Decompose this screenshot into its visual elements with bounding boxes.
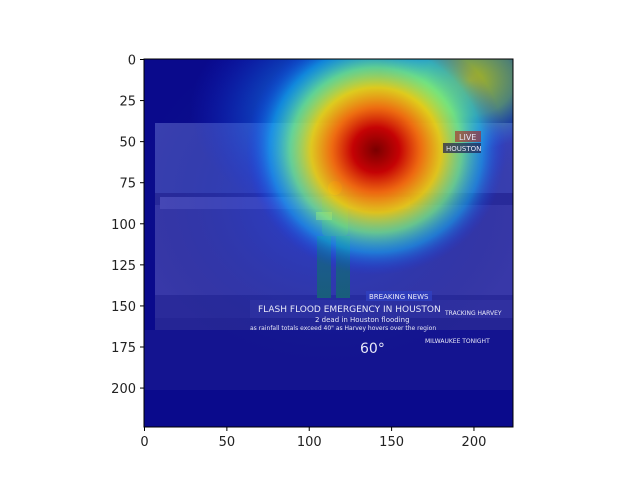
- hotspot: [246, 59, 506, 275]
- y-tick-label: 50: [119, 136, 136, 151]
- broadcast-text: LIVE HOUSTON BREAKING NEWS FLASH FLOOD E…: [250, 131, 502, 357]
- live-badge: LIVE: [459, 133, 476, 142]
- temperature: 60°: [360, 341, 385, 357]
- location-badge: HOUSTON: [446, 145, 481, 153]
- location-badge-bg: [443, 143, 481, 153]
- x-tick-label: 150: [379, 435, 404, 450]
- axes-frame: [143, 58, 514, 428]
- plot-area: LIVE HOUSTON BREAKING NEWS FLASH FLOOD E…: [144, 59, 513, 427]
- breaking-banner: BREAKING NEWS: [369, 293, 429, 301]
- x-tick-label: 50: [219, 435, 236, 450]
- y-tick-label: 25: [119, 95, 136, 110]
- x-tick-label: 0: [140, 435, 148, 450]
- live-badge-bg: [455, 131, 481, 142]
- x-tick-label: 200: [462, 435, 487, 450]
- subheadline: 2 dead in Houston flooding: [315, 316, 410, 324]
- y-tick-label: 175: [111, 341, 136, 356]
- y-tick-label: 100: [111, 218, 136, 233]
- brand-label: MILWAUKEE TONIGHT: [425, 338, 490, 345]
- y-tick-label: 0: [128, 54, 136, 69]
- y-axis: 0 25 50 75 100 125 150 175 200: [111, 54, 144, 397]
- y-tick-label: 125: [111, 259, 136, 274]
- ticker-text: as rainfall totals exceed 40" as Harvey …: [250, 325, 436, 332]
- y-tick-label: 200: [111, 382, 136, 397]
- tracking-label: TRACKING HARVEY: [444, 310, 502, 317]
- x-axis: 0 50 100 150 200: [140, 427, 486, 450]
- y-tick-label: 150: [111, 300, 136, 315]
- y-tick-label: 75: [119, 177, 136, 192]
- breaking-banner-bg: [366, 291, 432, 301]
- x-tick-label: 100: [297, 435, 322, 450]
- headline: FLASH FLOOD EMERGENCY IN HOUSTON: [258, 305, 441, 315]
